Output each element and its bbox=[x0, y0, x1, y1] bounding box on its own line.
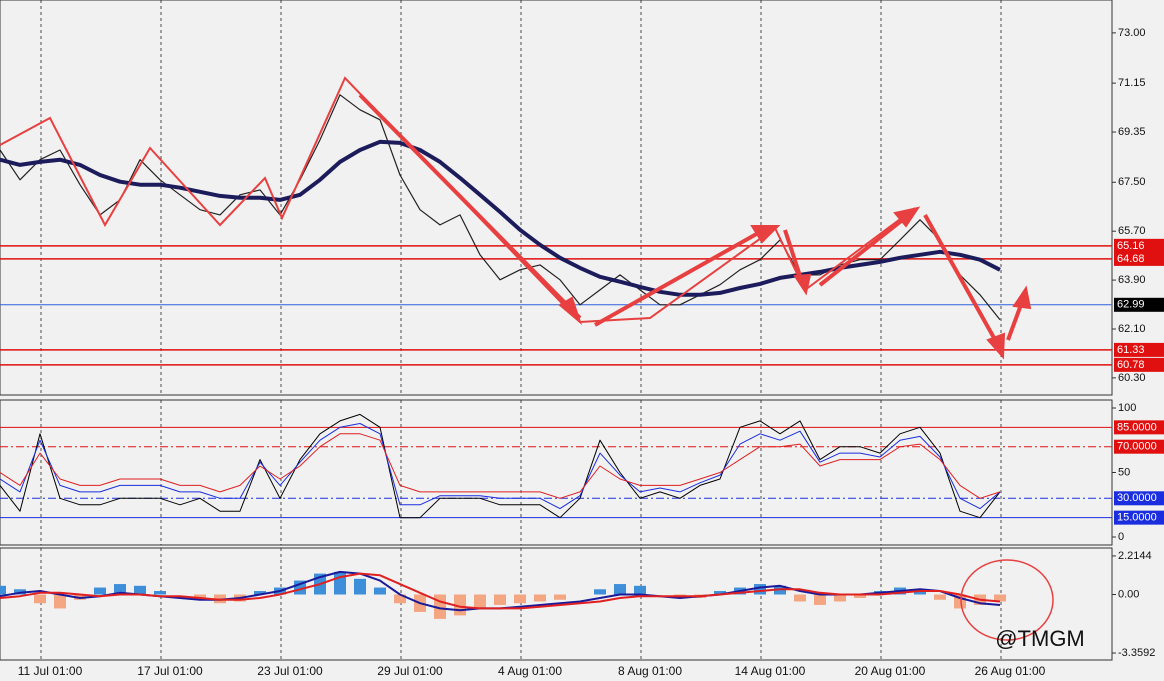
histogram-bar bbox=[994, 594, 1006, 602]
arrowhead bbox=[793, 273, 812, 296]
x-tick-label: 17 Jul 01:00 bbox=[137, 664, 203, 678]
level-tag bbox=[1114, 510, 1164, 525]
x-tick-label: 4 Aug 01:00 bbox=[498, 664, 562, 678]
drawings bbox=[0, 76, 1054, 641]
histogram-bar bbox=[534, 594, 546, 602]
y-tick-label: 0 bbox=[1118, 531, 1124, 543]
panel-frame bbox=[0, 547, 1113, 661]
x-tick-label: 8 Aug 01:00 bbox=[618, 664, 682, 678]
highlight-circle bbox=[960, 559, 1054, 641]
level-label: 61.33 bbox=[1117, 344, 1145, 356]
arrow bbox=[358, 93, 582, 320]
histogram-bar bbox=[94, 587, 106, 595]
histogram-bar bbox=[114, 584, 126, 595]
y-tick-label: 69.35 bbox=[1118, 126, 1146, 138]
histogram-bar bbox=[354, 578, 366, 595]
histogram-bar bbox=[614, 584, 626, 595]
level-tag bbox=[1114, 439, 1164, 454]
series-line bbox=[0, 413, 1001, 519]
histogram-bar bbox=[714, 591, 726, 595]
arrow bbox=[923, 214, 1000, 346]
arrow bbox=[594, 230, 761, 327]
histogram-bar bbox=[554, 594, 566, 600]
zigzag bbox=[0, 76, 581, 323]
x-tick-label: 20 Aug 01:00 bbox=[855, 664, 926, 678]
histogram-bar bbox=[254, 591, 266, 595]
histogram-bar bbox=[514, 594, 526, 604]
x-tick-label: 23 Jul 01:00 bbox=[257, 664, 323, 678]
y-tick-label: 71.15 bbox=[1118, 77, 1146, 89]
level-label: 62.99 bbox=[1117, 299, 1145, 311]
histogram-bar bbox=[134, 585, 146, 595]
arrowhead bbox=[1012, 285, 1032, 310]
arrow bbox=[818, 216, 907, 287]
level-tag bbox=[1114, 238, 1164, 253]
level-tag bbox=[1114, 491, 1164, 506]
x-tick-label: 26 Aug 01:00 bbox=[975, 664, 1046, 678]
level-tag bbox=[1114, 251, 1164, 266]
level-label: 85.0000 bbox=[1117, 421, 1157, 433]
histogram-bar bbox=[54, 594, 66, 609]
histogram-bar bbox=[634, 585, 646, 595]
arrowhead bbox=[558, 296, 583, 326]
histogram-bar bbox=[394, 594, 406, 604]
histogram-bar bbox=[914, 591, 926, 595]
arrowhead bbox=[986, 332, 1006, 360]
level-label: 70.0000 bbox=[1117, 441, 1157, 453]
series-line bbox=[0, 423, 1001, 510]
level-label: 60.78 bbox=[1117, 359, 1145, 371]
level-label: 30.0000 bbox=[1117, 492, 1157, 504]
panel-frame bbox=[0, 0, 1113, 396]
y-tick-label: 63.90 bbox=[1118, 274, 1146, 286]
level-tag bbox=[1114, 420, 1164, 435]
level-label: 15.0000 bbox=[1117, 512, 1157, 524]
y-tick-label: 62.10 bbox=[1118, 323, 1146, 335]
y-tick-label: 0.00 bbox=[1118, 588, 1139, 600]
histogram-bar bbox=[474, 594, 486, 609]
histogram-bar bbox=[374, 587, 386, 595]
watermark: @TMGM bbox=[995, 626, 1085, 651]
arrowhead bbox=[893, 206, 921, 228]
arrowhead bbox=[750, 225, 781, 244]
series-line bbox=[0, 433, 1001, 499]
series-line bbox=[0, 572, 1001, 610]
histogram-bar bbox=[834, 594, 846, 602]
y-tick-label: 2.2144 bbox=[1118, 550, 1152, 562]
histogram-bar bbox=[934, 594, 946, 600]
y-tick-label: -3.3592 bbox=[1118, 647, 1155, 659]
histogram-bar bbox=[334, 571, 346, 595]
y-tick-label: 65.70 bbox=[1118, 225, 1146, 237]
histogram-bar bbox=[34, 594, 46, 604]
x-tick-label: 14 Aug 01:00 bbox=[735, 664, 806, 678]
histogram-bar bbox=[814, 594, 826, 605]
x-tick-label: 29 Jul 01:00 bbox=[377, 664, 443, 678]
level-label: 65.16 bbox=[1117, 240, 1145, 252]
histogram-bar bbox=[854, 594, 866, 598]
histogram-bar bbox=[594, 589, 606, 595]
level-label: 64.68 bbox=[1117, 253, 1145, 265]
y-tick-label: 67.50 bbox=[1118, 176, 1146, 188]
histogram-bar bbox=[0, 585, 6, 595]
level-tag bbox=[1114, 297, 1164, 312]
level-tag bbox=[1114, 342, 1164, 357]
y-tick-label: 60.30 bbox=[1118, 372, 1146, 384]
histogram-bar bbox=[154, 591, 166, 595]
y-tick-label: 50 bbox=[1118, 466, 1130, 478]
histogram-bar bbox=[794, 594, 806, 602]
histogram-bar bbox=[754, 584, 766, 595]
arrow bbox=[1006, 301, 1024, 341]
y-tick-label: 100 bbox=[1118, 402, 1136, 414]
y-tick-label: 73.00 bbox=[1118, 27, 1146, 39]
histogram-bar bbox=[494, 594, 506, 605]
level-tag bbox=[1114, 357, 1164, 372]
x-tick-label: 11 Jul 01:00 bbox=[18, 664, 83, 678]
